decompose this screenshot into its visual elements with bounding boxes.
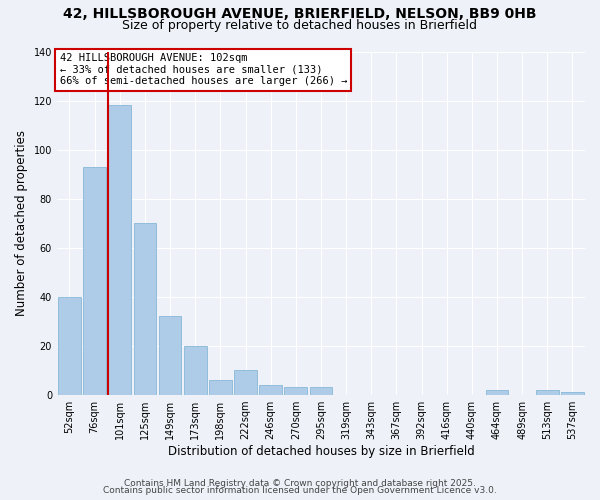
Bar: [58, 296, 81, 394]
Text: Size of property relative to detached houses in Brierfield: Size of property relative to detached ho…: [122, 18, 478, 32]
Bar: [485, 390, 508, 394]
Text: 42 HILLSBOROUGH AVENUE: 102sqm
← 33% of detached houses are smaller (133)
66% of: 42 HILLSBOROUGH AVENUE: 102sqm ← 33% of …: [59, 53, 347, 86]
Text: 42, HILLSBOROUGH AVENUE, BRIERFIELD, NELSON, BB9 0HB: 42, HILLSBOROUGH AVENUE, BRIERFIELD, NEL…: [63, 8, 537, 22]
Bar: [536, 390, 559, 394]
Bar: [134, 223, 156, 394]
Text: Contains public sector information licensed under the Open Government Licence v3: Contains public sector information licen…: [103, 486, 497, 495]
Bar: [83, 166, 106, 394]
Bar: [184, 346, 206, 395]
Bar: [284, 387, 307, 394]
Y-axis label: Number of detached properties: Number of detached properties: [15, 130, 28, 316]
X-axis label: Distribution of detached houses by size in Brierfield: Distribution of detached houses by size …: [167, 444, 475, 458]
Bar: [159, 316, 181, 394]
Bar: [109, 106, 131, 395]
Bar: [310, 387, 332, 394]
Bar: [209, 380, 232, 394]
Bar: [259, 385, 282, 394]
Bar: [561, 392, 584, 394]
Text: Contains HM Land Registry data © Crown copyright and database right 2025.: Contains HM Land Registry data © Crown c…: [124, 478, 476, 488]
Bar: [234, 370, 257, 394]
